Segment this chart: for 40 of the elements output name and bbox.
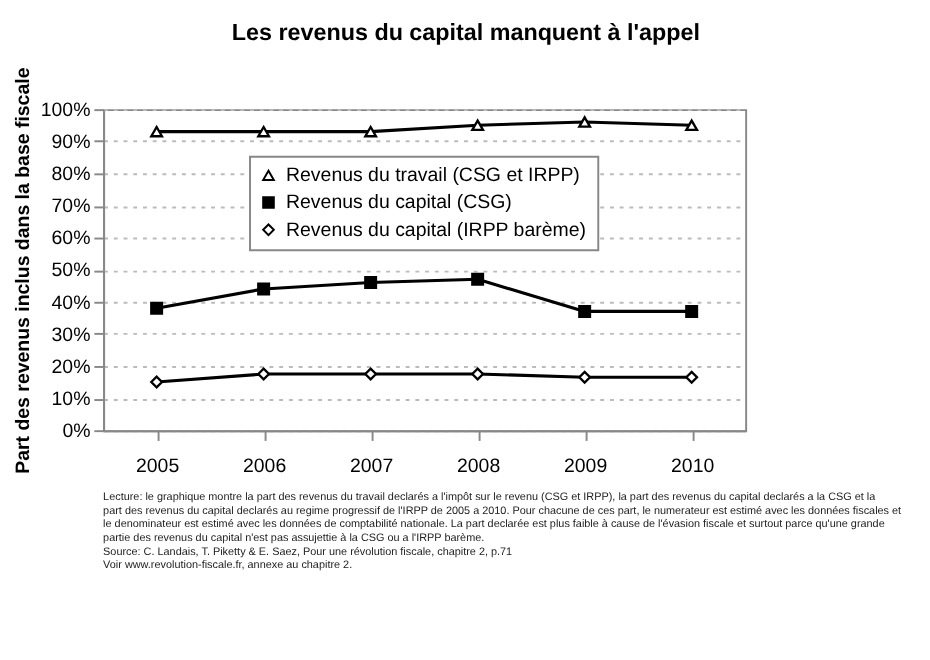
y-tick-label: 60%	[51, 228, 92, 251]
y-tick-label: 80%	[51, 164, 92, 187]
point	[471, 367, 485, 381]
y-tick-label: 50%	[51, 260, 92, 283]
point	[364, 125, 378, 138]
point	[471, 119, 485, 131]
point	[578, 304, 592, 318]
point	[364, 276, 378, 290]
y-tick-label: 0%	[62, 421, 92, 443]
x-tick-label: 2006	[242, 456, 287, 479]
point	[150, 125, 164, 138]
point	[257, 282, 271, 296]
point	[685, 119, 699, 131]
point	[150, 375, 164, 389]
x-tick-label: 2009	[564, 456, 608, 479]
point	[257, 367, 271, 381]
point	[685, 370, 699, 384]
chart-title: Les revenus du capital manquent à l'appel	[231, 20, 700, 47]
point	[257, 125, 271, 138]
y-tick-label: 20%	[51, 356, 92, 379]
y-tick-label: 10%	[51, 388, 92, 411]
y-tick-label: 30%	[51, 324, 92, 347]
x-tick-label: 2007	[349, 456, 394, 479]
point	[578, 116, 592, 128]
legend-label: Revenus du travail (CSG et IRPP)	[286, 165, 580, 188]
legend-label: Revenus du capital (IRPP barème)	[286, 219, 586, 242]
point	[364, 367, 378, 381]
point	[150, 301, 164, 315]
y-tick-label: 90%	[51, 132, 92, 155]
x-tick-label: 2005	[135, 456, 180, 479]
point	[685, 304, 699, 318]
y-tick-label: 100%	[40, 99, 92, 122]
y-tick-label: 40%	[51, 292, 92, 315]
point	[578, 370, 592, 384]
legend-label: Revenus du capital (CSG)	[286, 192, 512, 215]
x-tick-label: 2010	[671, 456, 716, 479]
y-tick-label: 70%	[51, 196, 92, 219]
point	[471, 272, 485, 286]
x-tick-label: 2008	[456, 456, 501, 479]
y-axis-title: Part des revenus inclus dans la base fiscale	[13, 66, 36, 474]
